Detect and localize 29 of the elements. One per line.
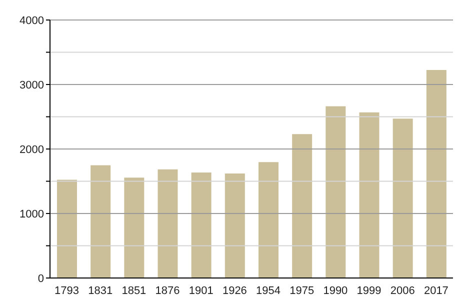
bar [359, 112, 380, 278]
bar [392, 118, 413, 278]
y-tick-label: 4000 [20, 14, 44, 27]
x-tick-label: 1901 [188, 284, 214, 297]
x-tick-label: 1954 [256, 284, 281, 297]
x-tick-label: 1975 [290, 284, 314, 297]
bar [90, 165, 111, 278]
bar [57, 180, 77, 278]
x-tick-label: 2017 [424, 284, 448, 297]
y-tick-label: 0 [38, 272, 44, 285]
bar [158, 169, 178, 278]
x-tick-label: 1990 [323, 284, 348, 297]
y-tick-label: 3000 [20, 79, 44, 92]
x-tick-label: 2006 [390, 284, 415, 297]
x-tick-label: 1999 [356, 284, 382, 297]
bar [258, 162, 278, 278]
bar [124, 178, 144, 278]
x-tick-label: 1926 [222, 284, 247, 297]
bar [426, 70, 446, 278]
x-tick-label: 1793 [54, 284, 80, 297]
bar [326, 106, 346, 278]
x-tick-label: 1851 [122, 284, 146, 297]
bar [292, 134, 312, 278]
bar [191, 172, 212, 278]
x-tick-label: 1831 [88, 284, 113, 297]
y-tick-label: 2000 [20, 144, 44, 156]
bar [224, 174, 245, 278]
x-tick-label: 1876 [155, 284, 180, 297]
y-tick-label: 1000 [20, 208, 44, 220]
